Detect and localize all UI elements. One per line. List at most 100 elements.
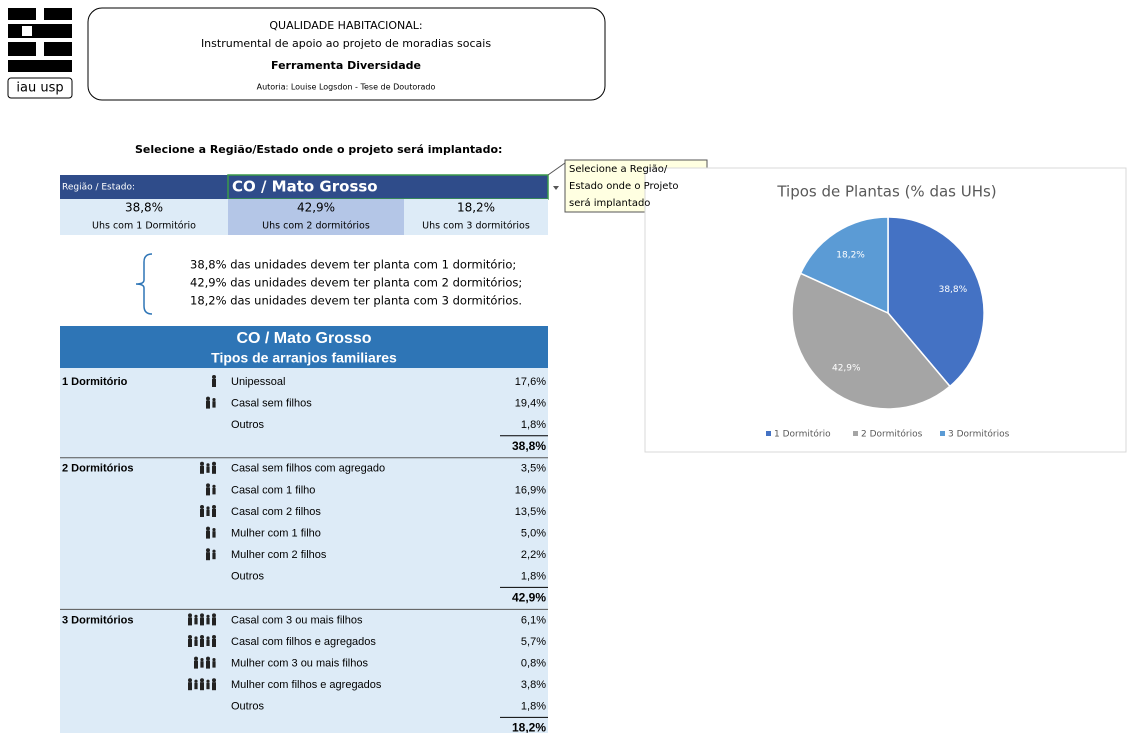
- section-name: 2 Dormitórios: [62, 463, 134, 475]
- tooltip-line: Estado onde o Projeto: [569, 181, 679, 192]
- row-label: Mulher com 2 filhos: [231, 549, 327, 561]
- tooltip-line: será implantado: [569, 197, 650, 209]
- pie-label: 42,9%: [832, 364, 861, 374]
- person-icon: [206, 639, 210, 646]
- row-value: 6,1%: [521, 614, 546, 626]
- person-icon: [212, 484, 216, 488]
- person-icon: [206, 483, 210, 488]
- logo: iau usp: [7, 8, 73, 99]
- summary-percent: 38,8%: [125, 201, 163, 215]
- person-icon: [188, 639, 192, 647]
- legend-label: 2 Dormitórios: [861, 429, 923, 440]
- summary-percent: 42,9%: [297, 201, 335, 215]
- row-label: Casal sem filhos: [231, 398, 312, 410]
- person-icon: [206, 396, 210, 401]
- person-icon: [206, 526, 210, 531]
- note: 38,8% das unidades devem ter planta com …: [190, 258, 516, 272]
- person-icon: [194, 660, 198, 669]
- person-icon: [212, 682, 216, 691]
- person-icon: [200, 461, 204, 466]
- person-icon: [206, 548, 210, 553]
- header-box: [87, 7, 606, 101]
- row-value: 16,9%: [515, 484, 546, 496]
- person-icon: [212, 658, 216, 662]
- legend-swatch: [766, 431, 771, 436]
- person-icon: [212, 375, 216, 379]
- person-icon: [212, 661, 216, 668]
- pie-label: 18,2%: [836, 250, 865, 260]
- row-value: 19,4%: [515, 398, 546, 410]
- legend-swatch: [940, 431, 945, 436]
- row-label: Outros: [231, 419, 265, 431]
- row-label: Casal com 2 filhos: [231, 506, 321, 518]
- summary-label: Uhs com 1 Dormitório: [92, 221, 196, 232]
- person-icon: [188, 682, 192, 691]
- person-icon: [188, 678, 192, 683]
- header-title: QUALIDADE HABITACIONAL:: [269, 19, 422, 32]
- summary-label: Uhs com 2 dormitórios: [262, 221, 370, 232]
- person-icon: [188, 617, 192, 626]
- row-value: 1,8%: [521, 419, 546, 431]
- pie-slice: [887, 216, 985, 388]
- person-icon: [212, 401, 216, 408]
- person-icon: [212, 461, 216, 466]
- row-value: 2,2%: [521, 549, 546, 561]
- pie-slice: [791, 272, 951, 410]
- person-icon: [188, 613, 192, 618]
- person-icon: [212, 552, 216, 560]
- person-icon: [194, 618, 198, 625]
- section-total: 18,2%: [512, 721, 546, 733]
- row-value: 5,0%: [521, 528, 546, 540]
- person-icon: [200, 658, 204, 662]
- person-icon: [200, 682, 204, 691]
- person-icon: [206, 614, 210, 619]
- row-label: Unipessoal: [231, 376, 285, 388]
- tooltip-line: Selecione a Região/: [569, 164, 668, 175]
- table-title: CO / Mato Grosso: [236, 330, 371, 347]
- section-name: 1 Dormitório: [62, 376, 128, 388]
- person-icon: [200, 505, 204, 509]
- summary-highlight: [228, 199, 404, 235]
- person-icon: [200, 661, 204, 668]
- row-value: 1,8%: [521, 701, 546, 713]
- person-icon: [194, 636, 198, 640]
- person-icon: [212, 617, 216, 626]
- person-icon: [206, 656, 210, 661]
- person-icon: [212, 635, 216, 639]
- row-value: 13,5%: [515, 506, 546, 518]
- row-label: Mulher com 3 ou mais filhos: [231, 658, 368, 670]
- logo-text: iau usp: [16, 81, 63, 96]
- person-icon: [194, 656, 198, 661]
- person-icon: [188, 635, 192, 639]
- person-icon: [200, 639, 204, 647]
- person-icon: [212, 505, 216, 509]
- row-value: 5,7%: [521, 636, 546, 648]
- person-icon: [206, 400, 210, 409]
- person-icon: [206, 466, 210, 473]
- row-label: Outros: [231, 701, 265, 713]
- row-value: 3,8%: [521, 679, 546, 691]
- dropdown-arrow[interactable]: [553, 186, 559, 190]
- legend-swatch: [853, 431, 858, 436]
- person-icon: [212, 379, 216, 387]
- header-subtitle: Instrumental de apoio ao projeto de mora…: [201, 37, 491, 50]
- person-icon: [206, 509, 210, 516]
- person-icon: [206, 618, 210, 625]
- prompt: Selecione a Região/Estado onde o projeto…: [135, 143, 502, 156]
- person-icon: [212, 528, 216, 532]
- row-label: Casal sem filhos com agregado: [231, 463, 385, 475]
- note: 42,9% das unidades devem ter planta com …: [190, 276, 522, 290]
- row-value: 1,8%: [521, 571, 546, 583]
- table-body: [60, 368, 548, 733]
- legend-label: 3 Dormitórios: [948, 429, 1010, 440]
- person-icon: [200, 465, 204, 474]
- person-icon: [206, 506, 210, 510]
- section-total: 38,8%: [512, 439, 546, 453]
- person-icon: [212, 549, 216, 553]
- section-name: 3 Dormitórios: [62, 614, 134, 626]
- person-icon: [206, 660, 210, 669]
- pie-slice: [799, 216, 889, 315]
- person-icon: [212, 678, 216, 683]
- person-icon: [212, 509, 216, 517]
